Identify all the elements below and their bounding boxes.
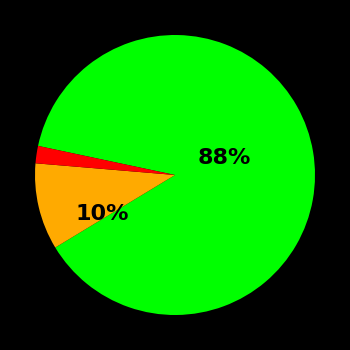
Text: 88%: 88% [197, 148, 251, 168]
Text: 10%: 10% [76, 204, 129, 224]
Wedge shape [35, 163, 175, 247]
Wedge shape [35, 146, 175, 175]
Wedge shape [38, 35, 315, 315]
